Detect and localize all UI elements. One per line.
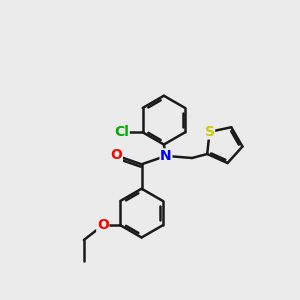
Text: Cl: Cl: [114, 125, 129, 139]
Text: O: O: [110, 148, 122, 162]
Text: S: S: [205, 125, 214, 139]
Text: N: N: [160, 149, 172, 163]
Text: O: O: [97, 218, 109, 232]
